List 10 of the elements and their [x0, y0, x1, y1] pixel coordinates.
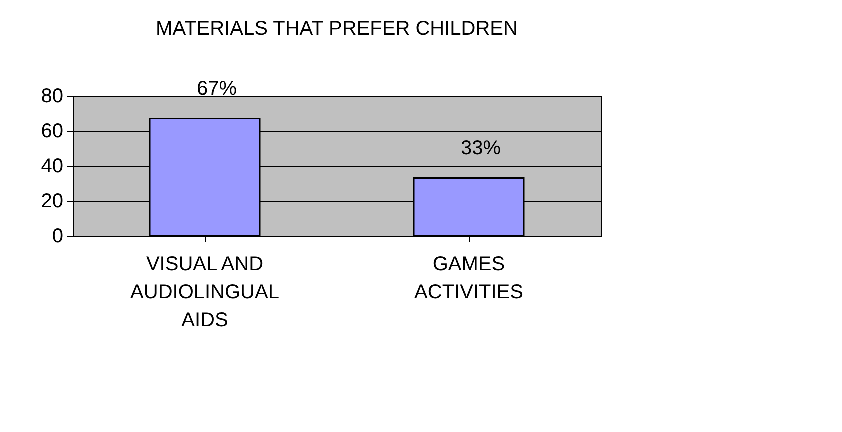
y-tick-label: 60	[41, 120, 64, 142]
data-label: 33%	[461, 137, 502, 160]
y-tick-label: 0	[52, 226, 64, 248]
y-tick-label: 40	[41, 156, 64, 178]
y-tick-label: 80	[41, 86, 64, 108]
y-tick-label: 20	[41, 190, 64, 212]
x-tick-label: VISUAL AND AUDIOLINGUAL AIDS	[130, 254, 280, 332]
chart-title: MATERIALS THAT PREFER CHILDREN	[156, 18, 518, 40]
x-tick-label: GAMES ACTIVITIES	[414, 254, 524, 304]
data-label: 67%	[197, 78, 238, 100]
